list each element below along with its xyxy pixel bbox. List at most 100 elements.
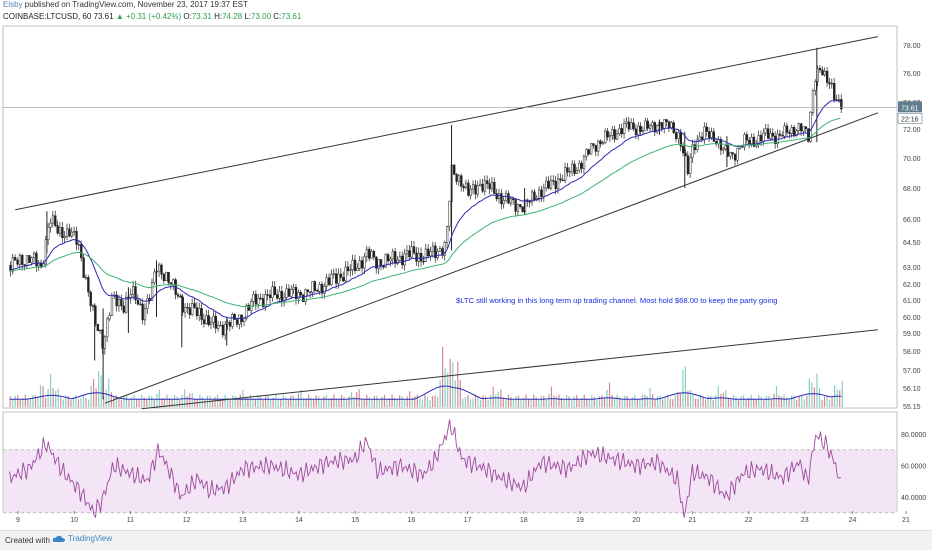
candle-body [481,183,484,192]
y-tick-label: 76.00 [903,71,921,78]
candle-body [516,204,520,212]
price-chart[interactable]: 78.0076.0074.0072.0070.0068.0066.0064.50… [0,24,932,530]
candle-body [389,258,392,262]
x-tick-label: 15 [351,517,359,524]
rsi-tick-label: 80.0000 [901,432,926,439]
volume-bar [811,382,813,407]
candle-body [21,254,24,265]
candle-body [493,182,496,194]
channel-line-base [141,329,878,410]
volume-bar [166,394,168,407]
x-tick-label: 14 [295,517,303,524]
volume-bar [684,366,687,407]
volume-bar [793,396,795,407]
volume-bar [639,398,641,407]
volume-bar [161,397,163,407]
candle-body [297,291,300,299]
volume-bar [474,394,477,407]
volume-bar [75,394,77,407]
volume-bar [533,394,535,407]
author-link[interactable]: Elsby [3,0,23,9]
volume-bar [191,393,193,407]
candle-body [80,244,83,259]
candle-body [460,175,463,187]
candle-body [285,288,288,298]
volume-bar [641,394,644,407]
candle-body [479,183,482,187]
close-value: 73.61 [281,12,302,21]
candle-body [290,289,293,297]
volume-bar [682,369,684,407]
volume-bar [383,394,386,407]
volume-bar [788,399,790,407]
candle-body [283,297,286,302]
close-label: C: [273,12,282,21]
ema-fast-line [9,100,841,320]
candle-body [748,139,751,144]
candle-body [507,193,510,204]
candle-body [691,144,694,159]
candle-body [299,291,302,296]
time-tag-box [897,112,923,124]
candle-body [783,125,786,137]
candle-body [247,304,251,311]
x-tick-label: 18 [520,517,528,524]
candle-body [733,153,737,161]
volume-bar [439,380,441,407]
candle-body [764,128,767,134]
candle-body [18,254,22,265]
candle-body [693,144,697,150]
candle-body [823,70,826,76]
candle-body [73,231,76,233]
tradingview-brand[interactable]: TradingView [52,534,112,543]
candle-body [252,293,255,302]
volume-bar [758,394,760,407]
volume-bar [141,394,143,407]
volume-bar [113,397,115,407]
candle-body [231,314,234,327]
volume-bar [821,399,823,407]
candle-body [56,225,59,234]
candle-body [722,148,725,151]
volume-bar [485,396,487,407]
candle-body [54,215,57,226]
candle-body [434,245,437,258]
volume-bar [497,391,499,407]
volume-bar [775,386,778,407]
volume-bar [742,395,745,407]
volume-bar [578,399,580,407]
volume-bar [457,361,459,407]
volume-bar [406,396,408,407]
high-value: 74.28 [222,12,243,21]
candle-body [599,140,602,145]
volume-bar [621,399,623,407]
candle-body [653,122,657,133]
candle-body [11,257,14,272]
candle-body [771,132,775,137]
candle-body [571,163,574,172]
candle-body [47,227,50,240]
volume-bar [358,389,360,407]
volume-bar [530,398,532,407]
volume-bar [436,396,439,407]
volume-bar [818,388,821,407]
volume-bar [525,394,527,407]
volume-bar [143,397,145,407]
volume-bar [581,397,583,407]
volume-bar [62,399,64,407]
volume-bar [70,400,72,407]
candle-body [651,122,654,127]
candle-body [172,279,175,285]
candle-body [238,314,241,325]
volume-bar [603,397,606,407]
volume-bar [571,400,573,407]
candle-body [429,251,432,257]
volume-bar [348,396,350,407]
volume-bar [674,394,676,407]
candle-body [540,189,543,197]
volume-bar [333,394,335,407]
candle-body [552,180,555,182]
volume-bar [555,396,558,407]
volume-bar [95,388,97,407]
volume-bar [510,396,512,407]
